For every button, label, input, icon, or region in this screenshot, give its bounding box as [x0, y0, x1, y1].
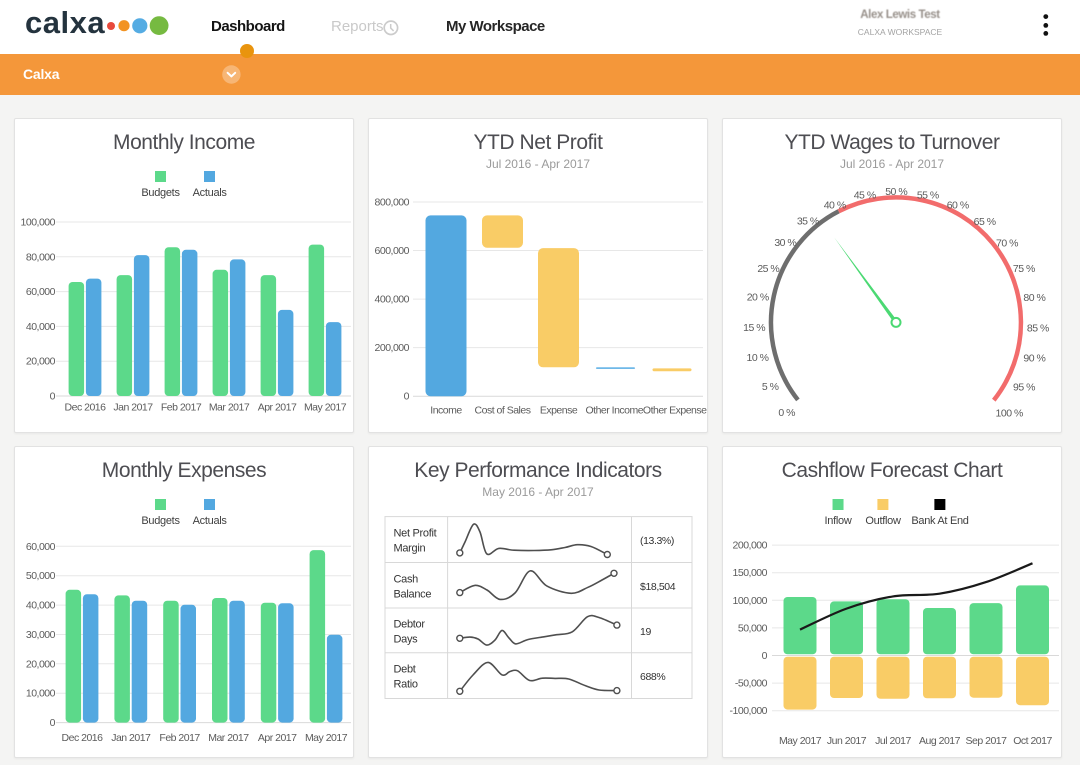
svg-text:20 %: 20 %: [747, 292, 769, 304]
svg-text:(13.3%): (13.3%): [640, 535, 674, 547]
svg-text:0: 0: [762, 650, 768, 662]
svg-text:Margin: Margin: [394, 543, 426, 555]
svg-text:Jan 2017: Jan 2017: [111, 732, 151, 744]
svg-text:45 %: 45 %: [854, 189, 876, 201]
svg-text:200,000: 200,000: [375, 342, 410, 354]
svg-text:95 %: 95 %: [1013, 382, 1035, 394]
svg-text:19: 19: [640, 626, 651, 638]
svg-text:Dec 2016: Dec 2016: [62, 732, 104, 744]
svg-text:5 %: 5 %: [762, 381, 779, 393]
svg-text:40 %: 40 %: [824, 199, 846, 211]
svg-text:10 %: 10 %: [747, 352, 769, 364]
svg-text:90 %: 90 %: [1023, 353, 1045, 365]
svg-text:60,000: 60,000: [26, 541, 56, 553]
svg-text:800,000: 800,000: [375, 197, 410, 209]
svg-text:20,000: 20,000: [26, 356, 56, 368]
svg-text:Cash: Cash: [394, 573, 419, 585]
svg-text:Net Profit: Net Profit: [394, 528, 437, 540]
svg-text:Sep 2017: Sep 2017: [966, 735, 1008, 747]
svg-text:Expense: Expense: [540, 405, 578, 417]
svg-text:30,000: 30,000: [26, 629, 56, 641]
svg-text:Cost of Sales: Cost of Sales: [475, 405, 531, 417]
svg-text:15 %: 15 %: [743, 322, 765, 334]
svg-text:100 %: 100 %: [996, 407, 1023, 419]
svg-text:200,000: 200,000: [733, 540, 768, 552]
svg-text:Jul 2017: Jul 2017: [875, 735, 911, 747]
svg-text:400,000: 400,000: [375, 294, 410, 306]
svg-text:Feb 2017: Feb 2017: [161, 402, 202, 414]
svg-text:100,000: 100,000: [21, 217, 56, 229]
svg-text:May 2017: May 2017: [305, 732, 348, 744]
svg-text:0 %: 0 %: [778, 407, 795, 419]
svg-text:60 %: 60 %: [947, 200, 969, 212]
svg-text:75 %: 75 %: [1013, 263, 1035, 275]
svg-text:688%: 688%: [640, 671, 665, 683]
svg-text:-100,000: -100,000: [730, 705, 768, 717]
svg-text:Feb 2017: Feb 2017: [159, 732, 200, 744]
svg-text:May 2017: May 2017: [304, 402, 347, 414]
svg-text:Apr 2017: Apr 2017: [258, 732, 297, 744]
svg-text:600,000: 600,000: [375, 245, 410, 257]
svg-text:Balance: Balance: [394, 588, 432, 600]
svg-text:10,000: 10,000: [26, 688, 56, 700]
svg-text:100,000: 100,000: [733, 595, 768, 607]
svg-text:May 2017: May 2017: [779, 735, 822, 747]
svg-text:85 %: 85 %: [1027, 322, 1049, 334]
svg-text:55 %: 55 %: [917, 189, 939, 201]
svg-text:Aug 2017: Aug 2017: [919, 735, 961, 747]
svg-text:25 %: 25 %: [757, 263, 779, 275]
svg-text:20,000: 20,000: [26, 658, 56, 670]
svg-text:Ratio: Ratio: [394, 679, 418, 691]
svg-text:Oct 2017: Oct 2017: [1013, 735, 1052, 747]
svg-text:35 %: 35 %: [797, 216, 819, 228]
svg-text:Mar 2017: Mar 2017: [209, 402, 250, 414]
svg-text:$18,504: $18,504: [640, 581, 676, 593]
svg-text:Income: Income: [430, 405, 462, 417]
svg-text:-50,000: -50,000: [735, 678, 768, 690]
svg-text:50 %: 50 %: [885, 186, 907, 198]
svg-text:50,000: 50,000: [26, 570, 56, 582]
svg-text:Jan 2017: Jan 2017: [113, 402, 153, 414]
svg-text:Debt: Debt: [394, 664, 416, 676]
svg-text:Other Expense: Other Expense: [643, 405, 707, 417]
svg-text:Jun 2017: Jun 2017: [827, 735, 867, 747]
svg-text:0: 0: [404, 391, 410, 403]
svg-text:150,000: 150,000: [733, 567, 768, 579]
svg-text:40,000: 40,000: [26, 600, 56, 612]
svg-text:0: 0: [50, 391, 56, 403]
svg-text:Apr 2017: Apr 2017: [258, 402, 297, 414]
svg-text:70 %: 70 %: [996, 237, 1018, 249]
svg-text:Days: Days: [394, 633, 419, 645]
svg-text:Dec 2016: Dec 2016: [65, 402, 107, 414]
svg-text:Other Income: Other Income: [585, 405, 643, 417]
svg-text:40,000: 40,000: [26, 321, 56, 333]
svg-text:60,000: 60,000: [26, 286, 56, 298]
svg-text:Debtor: Debtor: [394, 618, 426, 630]
svg-text:80 %: 80 %: [1023, 292, 1045, 304]
svg-text:Mar 2017: Mar 2017: [208, 732, 249, 744]
svg-text:50,000: 50,000: [738, 622, 768, 634]
svg-text:65 %: 65 %: [974, 216, 996, 228]
svg-text:30 %: 30 %: [774, 237, 796, 249]
svg-text:0: 0: [50, 717, 56, 729]
svg-text:80,000: 80,000: [26, 251, 56, 263]
